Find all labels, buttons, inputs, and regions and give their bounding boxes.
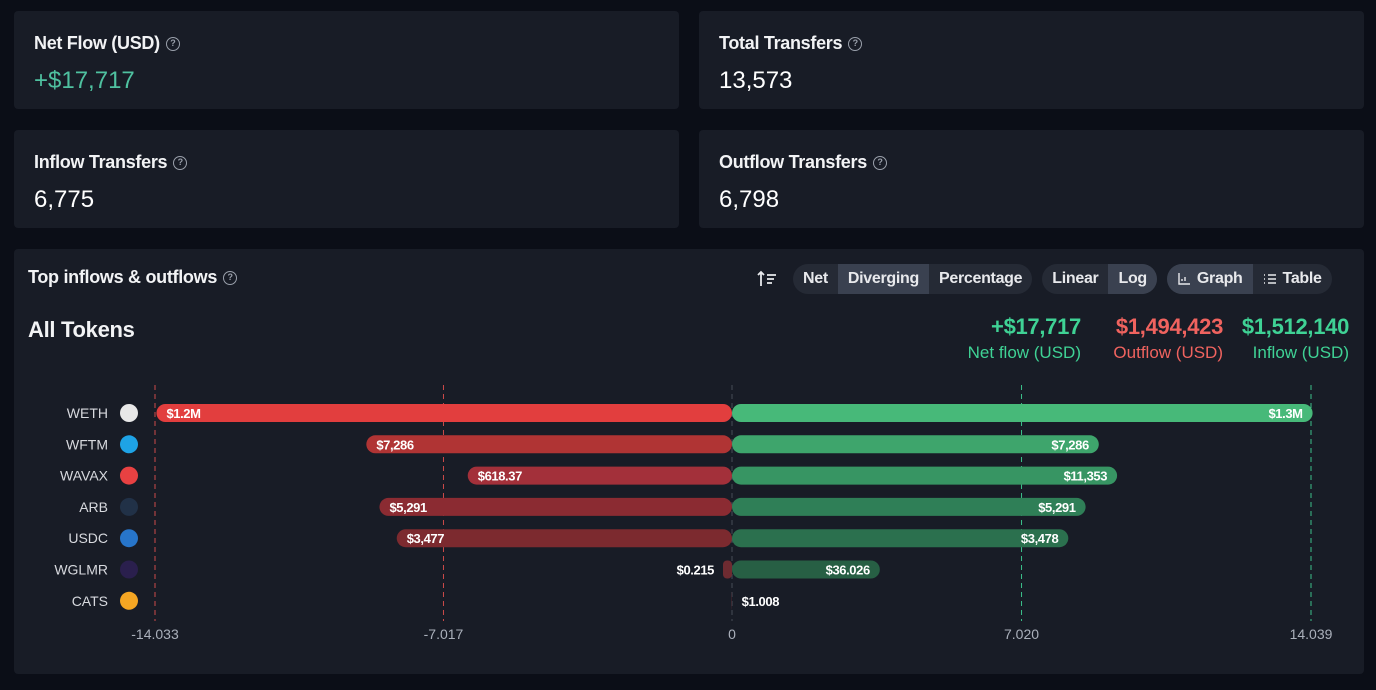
inflow-bar-label: $1.3M (1268, 406, 1302, 421)
cats-icon (120, 591, 138, 610)
outflow-bar-label: $7,286 (376, 437, 414, 452)
x-tick-label: 7.020 (1004, 626, 1039, 642)
mode-toggle: Net Diverging Percentage (793, 264, 1033, 294)
outflow-transfers-card: Outflow Transfers ? 6,798 (699, 130, 1364, 228)
outflow-transfers-title: Outflow Transfers (719, 152, 867, 172)
x-tick-label: 14.039 (1290, 626, 1333, 642)
help-icon[interactable]: ? (848, 36, 863, 51)
list-icon (1263, 274, 1276, 284)
x-tick-label: -7.017 (424, 626, 464, 642)
inflow-transfers-title: Inflow Transfers (34, 152, 168, 172)
token-label: WETH (67, 405, 108, 421)
net-summary-label: Net flow (USD) (967, 343, 1081, 362)
inflow-bar (732, 529, 1069, 548)
x-tick-label: -14.033 (131, 626, 179, 642)
outflow-bar (366, 435, 732, 454)
sort-icon[interactable] (756, 268, 778, 290)
top-flows-panel: Top inflows & outflows ? Net Diverging P… (14, 249, 1364, 674)
usdc-icon (120, 529, 138, 548)
mode-percentage-button[interactable]: Percentage (938, 270, 1023, 287)
net-flow-card: Net Flow (USD) ? +$17,717 (14, 11, 679, 109)
wftm-icon (120, 435, 138, 454)
view-table-label: Table (1282, 270, 1322, 287)
inflow-bar (732, 404, 1313, 422)
help-icon[interactable]: ? (173, 155, 188, 170)
token-label: ARB (79, 499, 108, 515)
inflow-summary-value: $1,512,140 (1241, 314, 1349, 339)
outflow-bar (156, 404, 732, 422)
token-label: WAVAX (60, 468, 109, 484)
inflow-bar (732, 435, 1099, 454)
outflow-bar-label: $1.2M (166, 406, 200, 421)
inflow-transfers-value: 6,775 (34, 186, 95, 213)
wavax-icon (120, 466, 138, 485)
inflow-bar (732, 466, 1118, 485)
inflow-bar-label: $11,353 (1064, 469, 1108, 484)
inflow-bar (732, 560, 880, 579)
x-tick-label: 0 (728, 626, 736, 642)
mode-net-button[interactable]: Net (803, 270, 828, 287)
net-summary-value: +$17,717 (991, 314, 1081, 339)
inflow-summary: $1,512,140 Inflow (USD) (1242, 314, 1349, 363)
net-flow-value: +$17,717 (34, 67, 135, 94)
inflow-bar-label: $3,478 (1021, 531, 1059, 546)
scale-log-button[interactable]: Log (1108, 264, 1157, 294)
total-transfers-value: 13,573 (719, 67, 793, 94)
token-label: USDC (68, 530, 108, 546)
token-label: WGLMR (54, 562, 108, 578)
outflow-bar-label: $3,477 (407, 531, 445, 546)
outflow-bar-label: $618.37 (478, 469, 522, 484)
arb-icon (120, 497, 138, 516)
outflow-bar (379, 497, 732, 516)
token-label: CATS (72, 593, 108, 609)
outflow-transfers-value: 6,798 (719, 186, 780, 213)
outflow-summary: $1,494,423 Outflow (USD) (1113, 314, 1223, 363)
outflow-bar (396, 529, 732, 548)
panel-title: Top inflows & outflows (28, 267, 218, 287)
token-heading: All Tokens (28, 317, 135, 342)
inflow-bar-label: $7,286 (1051, 437, 1089, 452)
outflow-bar-label: $0.215 (677, 563, 715, 578)
flow-chart: -14.033 -7.017 0 7.020 14.039 WETH $1.2M $1.3M W… (54, 385, 1333, 642)
view-toggle: Graph Table (1166, 264, 1332, 294)
outflow-bar (723, 560, 732, 579)
scale-linear-button[interactable]: Linear (1052, 270, 1099, 287)
scale-toggle: Linear Log (1042, 264, 1157, 294)
outflow-bar-label: $5,291 (389, 500, 427, 515)
net-flow-title: Net Flow (USD) (34, 33, 160, 53)
help-icon[interactable]: ? (872, 155, 887, 170)
view-graph-button[interactable]: Graph (1166, 264, 1253, 294)
outflow-summary-label: Outflow (USD) (1113, 343, 1223, 362)
net-summary: +$17,717 Net flow (USD) (967, 314, 1082, 363)
token-label: WFTM (66, 436, 108, 452)
outflow-bar-label: $1.008 (742, 594, 780, 609)
weth-icon (120, 404, 138, 422)
outflow-bar (467, 466, 732, 485)
graph-icon (1178, 273, 1190, 285)
outflow-summary-value: $1,494,423 (1115, 314, 1223, 339)
wglmr-icon (120, 560, 138, 579)
help-icon[interactable]: ? (165, 36, 180, 51)
inflow-summary-label: Inflow (USD) (1252, 343, 1349, 362)
total-transfers-title: Total Transfers (719, 33, 843, 53)
view-table-button[interactable]: Table (1253, 264, 1332, 294)
total-transfers-card: Total Transfers ? 13,573 (699, 11, 1364, 109)
inflow-bar-label: $5,291 (1038, 500, 1076, 515)
inflow-bar-label: $36.026 (826, 563, 870, 578)
inflow-transfers-card: Inflow Transfers ? 6,775 (14, 130, 679, 228)
help-icon[interactable]: ? (223, 270, 238, 285)
inflow-bar (732, 497, 1086, 516)
mode-diverging-button[interactable]: Diverging (837, 264, 929, 294)
view-graph-label: Graph (1196, 270, 1243, 287)
